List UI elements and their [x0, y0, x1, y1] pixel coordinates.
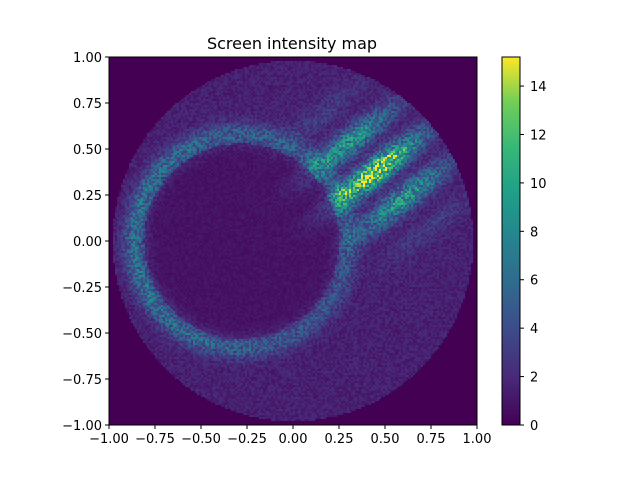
x-axis: −1.00 −0.75 −0.50 −0.25 0.00 0.25 0.50 0.75 1.00 — [89, 425, 491, 447]
y-tick-label: 0.00 — [73, 235, 102, 250]
y-tick-label: 1.00 — [73, 51, 102, 66]
y-tick-label: 0.25 — [73, 189, 102, 204]
colorbar — [501, 56, 521, 426]
x-tick-label: 0.75 — [417, 432, 446, 447]
colorbar-tick-label: 2 — [530, 371, 538, 386]
colorbar-tick-label: 10 — [530, 177, 547, 192]
x-tick-label: 0.50 — [371, 432, 400, 447]
x-tick-label: −0.25 — [227, 432, 267, 447]
x-tick-label: 0.25 — [325, 432, 354, 447]
colorbar-axis: 0 2 4 6 8 10 12 14 — [520, 80, 547, 434]
x-tick-label: −0.75 — [135, 432, 175, 447]
x-tick-label: −1.00 — [89, 432, 129, 447]
x-tick-label: −0.50 — [181, 432, 221, 447]
colorbar-tick-label: 14 — [530, 80, 547, 95]
heatmap-image — [109, 57, 477, 425]
y-tick-label: −0.25 — [62, 281, 102, 296]
colorbar-tick-label: 8 — [530, 225, 538, 240]
y-tick-label: −1.00 — [62, 419, 102, 434]
y-axis: 1.00 0.75 0.50 0.25 0.00 −0.25 −0.50 −0.75 −1.00 — [62, 51, 109, 434]
x-tick-label: 0.00 — [279, 432, 308, 447]
y-tick-label: 0.75 — [73, 97, 102, 112]
chart-title: Screen intensity map — [207, 34, 377, 53]
x-tick-label: 1.00 — [463, 432, 492, 447]
colorbar-tick-label: 12 — [530, 128, 547, 143]
y-tick-label: −0.50 — [62, 327, 102, 342]
colorbar-tick-label: 4 — [530, 322, 538, 337]
y-tick-label: −0.75 — [62, 373, 102, 388]
colorbar-tick-label: 6 — [530, 274, 538, 289]
colorbar-tick-label: 0 — [530, 419, 538, 434]
y-tick-label: 0.50 — [73, 143, 102, 158]
